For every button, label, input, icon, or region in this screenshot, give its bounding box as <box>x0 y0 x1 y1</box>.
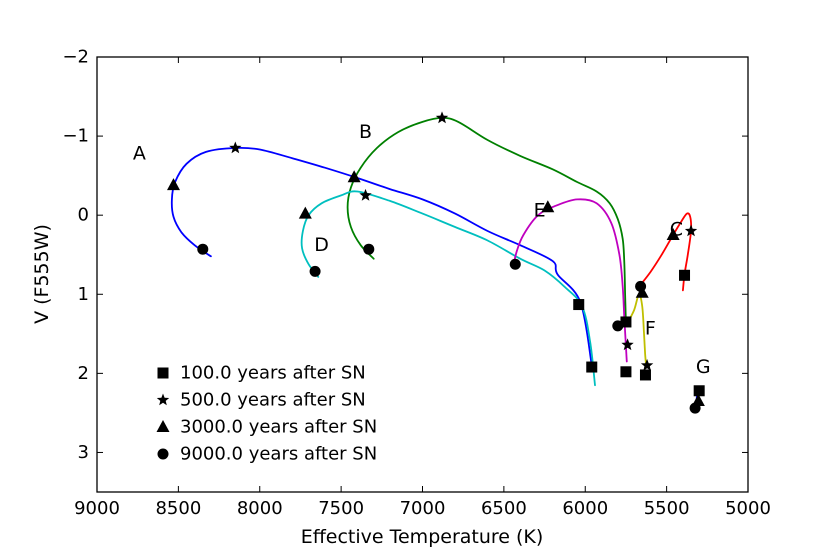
legend-star-icon <box>156 393 170 406</box>
marker-c-100yr <box>679 269 691 281</box>
legend-square-icon <box>157 367 169 379</box>
axis-ticks: 9000 8500 8000 7500 7000 6500 6000 5500 5000 −2 −1… <box>62 47 770 520</box>
marker-c-500yr <box>684 224 698 237</box>
track-label-g: G <box>696 356 711 378</box>
track-label-c: C <box>670 218 683 240</box>
track-a-line <box>170 146 593 367</box>
y-tick-label-0: 0 <box>78 205 89 226</box>
x-tick-label-5000: 5000 <box>725 498 771 519</box>
legend-label: 3000.0 years after SN <box>180 417 377 438</box>
y-axis-label: V (F555W) <box>31 224 53 324</box>
marker-a-3000yr <box>166 178 180 191</box>
track-c-line <box>639 212 693 292</box>
legend-triangle-icon <box>156 420 170 432</box>
marker-a-500yr <box>229 141 242 154</box>
marker-d-500yr <box>359 188 372 201</box>
track-label-a: A <box>133 142 146 164</box>
x-tick-label-6500: 6500 <box>481 498 527 519</box>
marker-e-9000yr <box>509 258 521 270</box>
marker-f-100yr <box>639 369 651 381</box>
track-d-line <box>300 190 596 387</box>
marker-b-9000yr <box>363 243 375 255</box>
marker-f-500yr <box>640 359 654 371</box>
marker-b-100yr <box>620 316 632 328</box>
y-tick-label--1: −1 <box>62 126 89 147</box>
marker-d-9000yr <box>309 265 321 277</box>
x-tick-label-9000: 9000 <box>74 498 120 519</box>
track-labels: A B C D E F G <box>133 121 711 378</box>
y-tick-label--2: −2 <box>62 47 89 68</box>
track-label-d: D <box>314 234 329 256</box>
x-tick-label-7000: 7000 <box>400 498 446 519</box>
y-tick-label-2: 2 <box>78 363 89 384</box>
marker-g-9000yr <box>689 402 701 414</box>
legend-label: 500.0 years after SN <box>180 390 366 411</box>
markers <box>166 111 705 414</box>
legend-circle-icon <box>157 448 169 460</box>
legend-entry-star: 500.0 years after SN <box>156 390 366 411</box>
x-tick-label-8500: 8500 <box>155 498 201 519</box>
x-tick-label-7500: 7500 <box>318 498 364 519</box>
x-axis-label: Effective Temperature (K) <box>301 526 544 548</box>
marker-f-3000yr <box>635 285 649 298</box>
y-tick-label-3: 3 <box>78 442 89 463</box>
marker-f-9000yr <box>612 320 624 332</box>
x-tick-label-8000: 8000 <box>237 498 283 519</box>
marker-b-3000yr <box>347 170 361 183</box>
track-label-f: F <box>645 317 656 339</box>
x-tick-label-5500: 5500 <box>644 498 690 519</box>
marker-a-100yr <box>573 299 585 311</box>
y-tick-label-1: 1 <box>78 284 89 305</box>
track-e-line <box>512 198 628 363</box>
marker-e-3000yr <box>541 200 555 213</box>
legend-entry-square: 100.0 years after SN <box>157 363 366 384</box>
legend-entry-triangle: 3000.0 years after SN <box>156 417 377 438</box>
marker-a-100yr <box>586 361 598 373</box>
legend-label: 100.0 years after SN <box>180 363 366 384</box>
track-label-e: E <box>534 199 546 221</box>
marker-d-3000yr <box>298 206 312 219</box>
track-b-line <box>346 117 627 324</box>
marker-b-500yr <box>435 111 449 124</box>
tracks <box>170 117 699 410</box>
marker-g-100yr <box>693 385 705 397</box>
x-tick-label-6000: 6000 <box>562 498 608 519</box>
track-f-line <box>625 293 648 368</box>
marker-a-9000yr <box>197 243 209 255</box>
legend: 100.0 years after SN 500.0 years after SN… <box>156 363 377 465</box>
legend-entry-circle: 9000.0 years after SN <box>157 444 377 465</box>
legend-label: 9000.0 years after SN <box>180 444 377 465</box>
marker-e-100yr <box>620 366 632 378</box>
track-label-b: B <box>359 121 372 143</box>
marker-e-500yr <box>621 338 634 351</box>
marker-c-3000yr <box>666 227 680 240</box>
